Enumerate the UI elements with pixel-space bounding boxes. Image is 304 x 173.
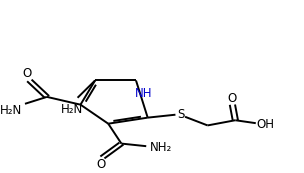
Text: S: S [178,108,185,121]
Text: NH₂: NH₂ [150,141,173,154]
Text: H₂N: H₂N [0,104,22,117]
Text: O: O [227,92,237,105]
Text: NH: NH [135,87,152,100]
Text: O: O [96,157,105,171]
Text: O: O [22,67,32,80]
Text: H₂N: H₂N [60,103,83,116]
Text: OH: OH [257,118,275,131]
